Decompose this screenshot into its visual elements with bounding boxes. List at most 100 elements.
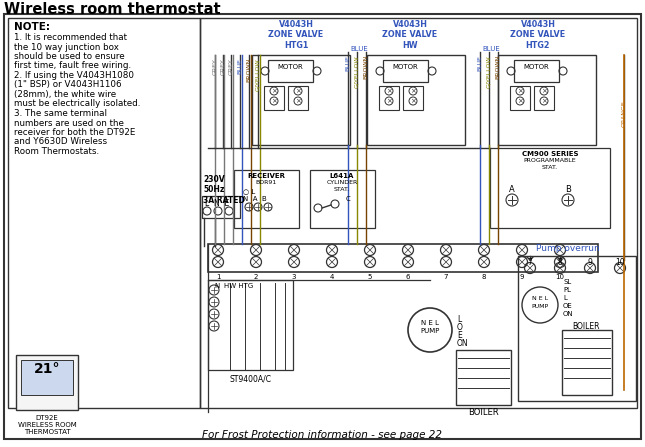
Text: ×: × [271, 98, 277, 104]
Text: numbers are used on the: numbers are used on the [14, 118, 124, 127]
Text: V4043H
ZONE VALVE
HTG2: V4043H ZONE VALVE HTG2 [510, 20, 566, 50]
Text: BLUE: BLUE [237, 58, 243, 74]
Text: L  N  E: L N E [205, 199, 229, 208]
Text: Pump overrun: Pump overrun [536, 244, 600, 253]
Text: Wireless room thermostat: Wireless room thermostat [4, 2, 221, 17]
Text: ORANGE: ORANGE [622, 100, 626, 127]
Text: PROGRAMMABLE: PROGRAMMABLE [524, 158, 577, 163]
Text: For Frost Protection information - see page 22: For Frost Protection information - see p… [202, 430, 442, 440]
Text: (1" BSP) or V4043H1106: (1" BSP) or V4043H1106 [14, 80, 121, 89]
Text: 230V
50Hz
3A RATED: 230V 50Hz 3A RATED [203, 175, 245, 205]
Bar [208, 244, 598, 272]
Text: L: L [563, 295, 567, 301]
Bar [16, 355, 78, 410]
Text: ×: × [541, 98, 547, 104]
Text: ON: ON [563, 311, 573, 317]
Bar [268, 60, 313, 82]
Text: BROWN: BROWN [364, 55, 368, 80]
Text: 2: 2 [254, 274, 258, 280]
Bar [234, 170, 299, 228]
Bar [202, 196, 240, 218]
Text: 10: 10 [615, 258, 625, 267]
Text: 3: 3 [292, 274, 296, 280]
Text: BLUE: BLUE [477, 55, 482, 71]
Text: V4043H
ZONE VALVE
HTG1: V4043H ZONE VALVE HTG1 [268, 20, 324, 50]
Text: ST9400A/C: ST9400A/C [229, 374, 271, 383]
Text: 5: 5 [368, 274, 372, 280]
Text: N: N [214, 283, 219, 289]
Text: first time, fault free wiring.: first time, fault free wiring. [14, 62, 131, 71]
Text: ×: × [517, 88, 523, 94]
Text: GREY: GREY [212, 58, 217, 75]
Bar [562, 330, 612, 395]
Text: ○ L: ○ L [243, 188, 255, 194]
Text: PUMP: PUMP [531, 304, 548, 309]
Text: and Y6630D Wireless: and Y6630D Wireless [14, 138, 107, 147]
Text: A: A [509, 185, 515, 194]
Text: GREY: GREY [221, 58, 226, 75]
Text: PUMP: PUMP [421, 328, 440, 334]
Bar [403, 86, 423, 110]
Bar [490, 148, 610, 228]
Text: (28mm), the white wire: (28mm), the white wire [14, 90, 116, 99]
Text: MOTOR: MOTOR [392, 64, 418, 70]
Bar [8, 18, 200, 408]
Text: 6: 6 [406, 274, 410, 280]
Bar [200, 18, 637, 408]
Text: ×: × [410, 98, 416, 104]
Text: ×: × [386, 98, 392, 104]
Text: N  A  B: N A B [243, 196, 267, 202]
Text: PL: PL [563, 287, 571, 293]
Text: must be electrically isolated.: must be electrically isolated. [14, 100, 141, 109]
Text: BLUE: BLUE [350, 46, 368, 52]
Text: V4043H
ZONE VALVE
HW: V4043H ZONE VALVE HW [382, 20, 437, 50]
Bar [288, 86, 308, 110]
Text: ×: × [295, 88, 301, 94]
Text: ON: ON [457, 338, 469, 347]
Text: B: B [565, 185, 571, 194]
Text: 8: 8 [558, 258, 562, 267]
Bar [21, 360, 73, 395]
Bar [514, 60, 559, 82]
Text: ×: × [271, 88, 277, 94]
Text: N E L: N E L [421, 320, 439, 326]
Text: STAT.: STAT. [334, 187, 350, 192]
Text: G/YELLOW: G/YELLOW [355, 55, 359, 88]
Text: should be used to ensure: should be used to ensure [14, 52, 124, 61]
Text: HW HTG: HW HTG [224, 283, 253, 289]
Text: ×: × [295, 98, 301, 104]
Text: 9: 9 [588, 258, 593, 267]
Text: L: L [457, 316, 461, 325]
Text: BROWN: BROWN [495, 55, 501, 80]
Bar [252, 55, 350, 145]
Text: SL: SL [563, 279, 571, 285]
Text: ×: × [410, 88, 416, 94]
Bar [208, 280, 293, 370]
Text: L641A: L641A [330, 173, 354, 179]
Text: 1. It is recommended that: 1. It is recommended that [14, 33, 127, 42]
Bar [518, 256, 636, 401]
Text: GREY: GREY [228, 58, 233, 75]
Text: 7: 7 [528, 258, 532, 267]
Text: O: O [457, 324, 463, 333]
Text: BLUE: BLUE [346, 55, 350, 71]
Text: N E L: N E L [532, 296, 548, 301]
Text: 9: 9 [520, 274, 524, 280]
Text: NOTE:: NOTE: [14, 22, 50, 32]
Text: 21°: 21° [34, 362, 60, 376]
Bar [379, 86, 399, 110]
Text: E: E [457, 330, 462, 340]
Text: 8: 8 [482, 274, 486, 280]
Text: 7: 7 [444, 274, 448, 280]
Bar [498, 55, 596, 145]
Text: OE: OE [563, 303, 573, 309]
Text: 10: 10 [555, 274, 564, 280]
Text: G/YELLOW: G/YELLOW [255, 58, 261, 91]
Text: 3. The same terminal: 3. The same terminal [14, 109, 107, 118]
Text: ×: × [541, 88, 547, 94]
Text: Room Thermostats.: Room Thermostats. [14, 147, 99, 156]
Text: ×: × [386, 88, 392, 94]
Text: 2. If using the V4043H1080: 2. If using the V4043H1080 [14, 71, 134, 80]
Text: RECEIVER: RECEIVER [247, 173, 285, 179]
Text: G/YELLOW: G/YELLOW [486, 55, 491, 88]
